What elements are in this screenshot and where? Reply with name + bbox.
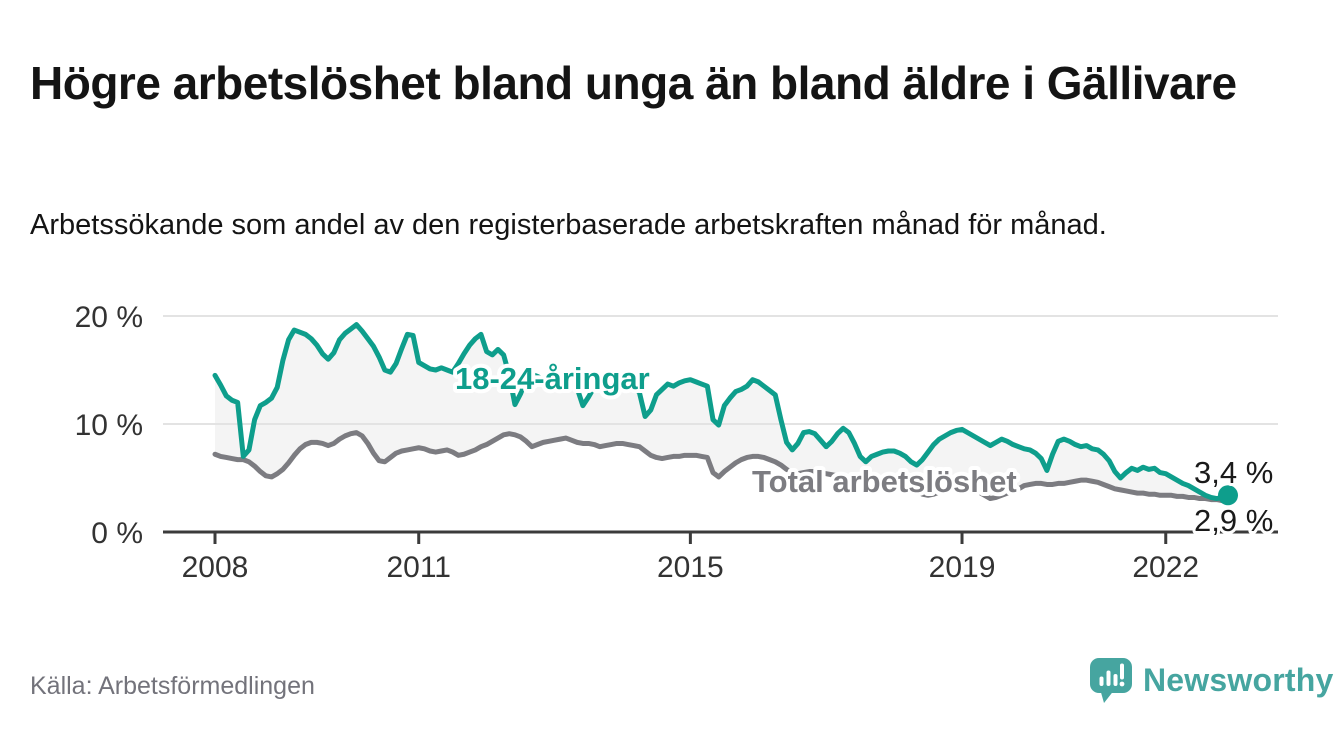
logo-text: Newsworthy	[1143, 661, 1334, 698]
end-value-total: 2,9 %	[1194, 503, 1273, 538]
end-value-youth: 3,4 %	[1194, 455, 1273, 490]
newsworthy-logo: Newsworthy	[1088, 656, 1333, 704]
y-tick-label: 20 %	[75, 301, 143, 334]
x-tick-label: 2015	[657, 551, 724, 584]
series-line-youth	[212, 322, 1231, 502]
source-note: Källa: Arbetsförmedlingen	[30, 672, 315, 700]
series-label-youth: 18-24-åringar	[455, 361, 650, 396]
x-tick-label: 2008	[182, 551, 249, 584]
series-label-total: Total arbetslöshet	[752, 464, 1017, 499]
page-subtitle: Arbetssökande som andel av den registerb…	[30, 209, 1107, 241]
x-tick-label: 2011	[386, 551, 451, 584]
page-title: Högre arbetslöshet bland unga än bland ä…	[30, 56, 1237, 109]
x-tick-label: 2019	[929, 551, 996, 584]
series-area-fill	[215, 324, 1228, 501]
y-tick-label: 10 %	[75, 409, 143, 442]
unemployment-line-chart: 2008 2011 2015 2019 2022 0 % 10 % 20 % 18-24-åri…	[75, 301, 1278, 584]
series-end-dot	[1218, 485, 1238, 506]
series-line-total	[212, 430, 1231, 504]
y-tick-label: 0 %	[91, 517, 143, 550]
x-tick-label: 2022	[1132, 551, 1199, 584]
bar-chart-speech-bubble-icon	[1090, 658, 1132, 703]
